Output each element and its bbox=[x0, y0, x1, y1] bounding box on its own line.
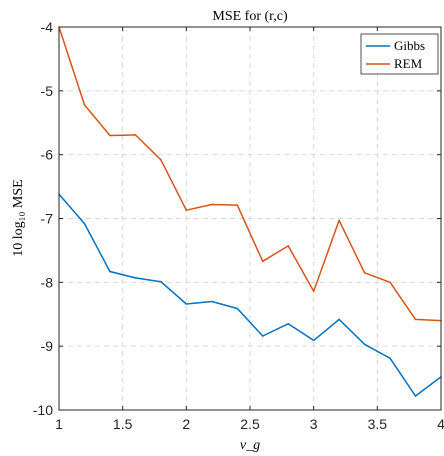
chart-title: MSE for (r,c) bbox=[212, 9, 288, 24]
x-tick-label: 1.5 bbox=[113, 416, 133, 432]
data-point-rem bbox=[160, 159, 162, 161]
data-point-gibbs bbox=[338, 318, 340, 321]
legend: Gibbs REM bbox=[360, 33, 439, 75]
x-tick-label: 1 bbox=[55, 416, 63, 432]
data-point-rem bbox=[287, 245, 290, 247]
legend-box bbox=[360, 33, 439, 75]
y-tick-label: -6 bbox=[41, 147, 54, 163]
y-tick-label: -9 bbox=[41, 338, 54, 354]
data-point-rem bbox=[134, 134, 137, 136]
data-point-gibbs bbox=[414, 395, 417, 397]
y-axis-label: 10 log₁₀ MSE bbox=[11, 179, 26, 256]
series-layer bbox=[58, 26, 442, 397]
y-tick-label: -5 bbox=[41, 83, 54, 99]
data-point-rem bbox=[363, 272, 366, 274]
data-point-gibbs bbox=[389, 357, 391, 360]
data-point-rem bbox=[389, 281, 391, 284]
y-tick-label: -10 bbox=[33, 402, 53, 418]
x-axis-label: ν_g bbox=[240, 438, 260, 453]
data-point-rem bbox=[185, 209, 188, 211]
data-point-rem bbox=[211, 203, 213, 206]
data-point-rem bbox=[236, 204, 239, 206]
data-point-gibbs bbox=[363, 343, 366, 346]
x-tick-label: 2.5 bbox=[240, 416, 260, 432]
series-line-gibbs bbox=[58, 193, 442, 397]
data-point-gibbs bbox=[160, 280, 162, 283]
data-point-gibbs bbox=[211, 300, 213, 303]
y-tick-label: -7 bbox=[41, 211, 54, 227]
data-point-rem bbox=[414, 318, 417, 321]
data-point-gibbs bbox=[287, 323, 290, 325]
x-tick-label: 3 bbox=[310, 416, 318, 432]
legend-label-rem: REM bbox=[394, 56, 423, 71]
x-tick-label: 3.5 bbox=[368, 416, 388, 432]
data-point-rem bbox=[338, 219, 340, 222]
x-tick-label: 2 bbox=[182, 416, 190, 432]
data-point-gibbs bbox=[134, 277, 137, 279]
data-point-gibbs bbox=[185, 303, 188, 305]
data-point-rem bbox=[83, 104, 86, 106]
grid-layer bbox=[59, 27, 441, 410]
data-point-gibbs bbox=[109, 270, 111, 273]
tick-layer: 1 1.5 2 2.5 3 3.5 4 -10 -9 -8 -7 -6 -5 -4 bbox=[33, 19, 444, 432]
data-point-rem bbox=[109, 134, 111, 137]
data-point-rem bbox=[261, 260, 264, 263]
data-point-gibbs bbox=[236, 307, 239, 310]
y-tick-label: -8 bbox=[41, 274, 54, 290]
series-line-rem bbox=[58, 26, 442, 322]
data-point-gibbs bbox=[83, 222, 86, 225]
x-tick-label: 4 bbox=[437, 416, 444, 432]
data-point-gibbs bbox=[261, 335, 264, 337]
legend-label-gibbs: Gibbs bbox=[394, 38, 425, 53]
data-point-gibbs bbox=[312, 339, 315, 342]
y-tick-label: -4 bbox=[41, 19, 54, 35]
data-point-rem bbox=[312, 290, 315, 293]
